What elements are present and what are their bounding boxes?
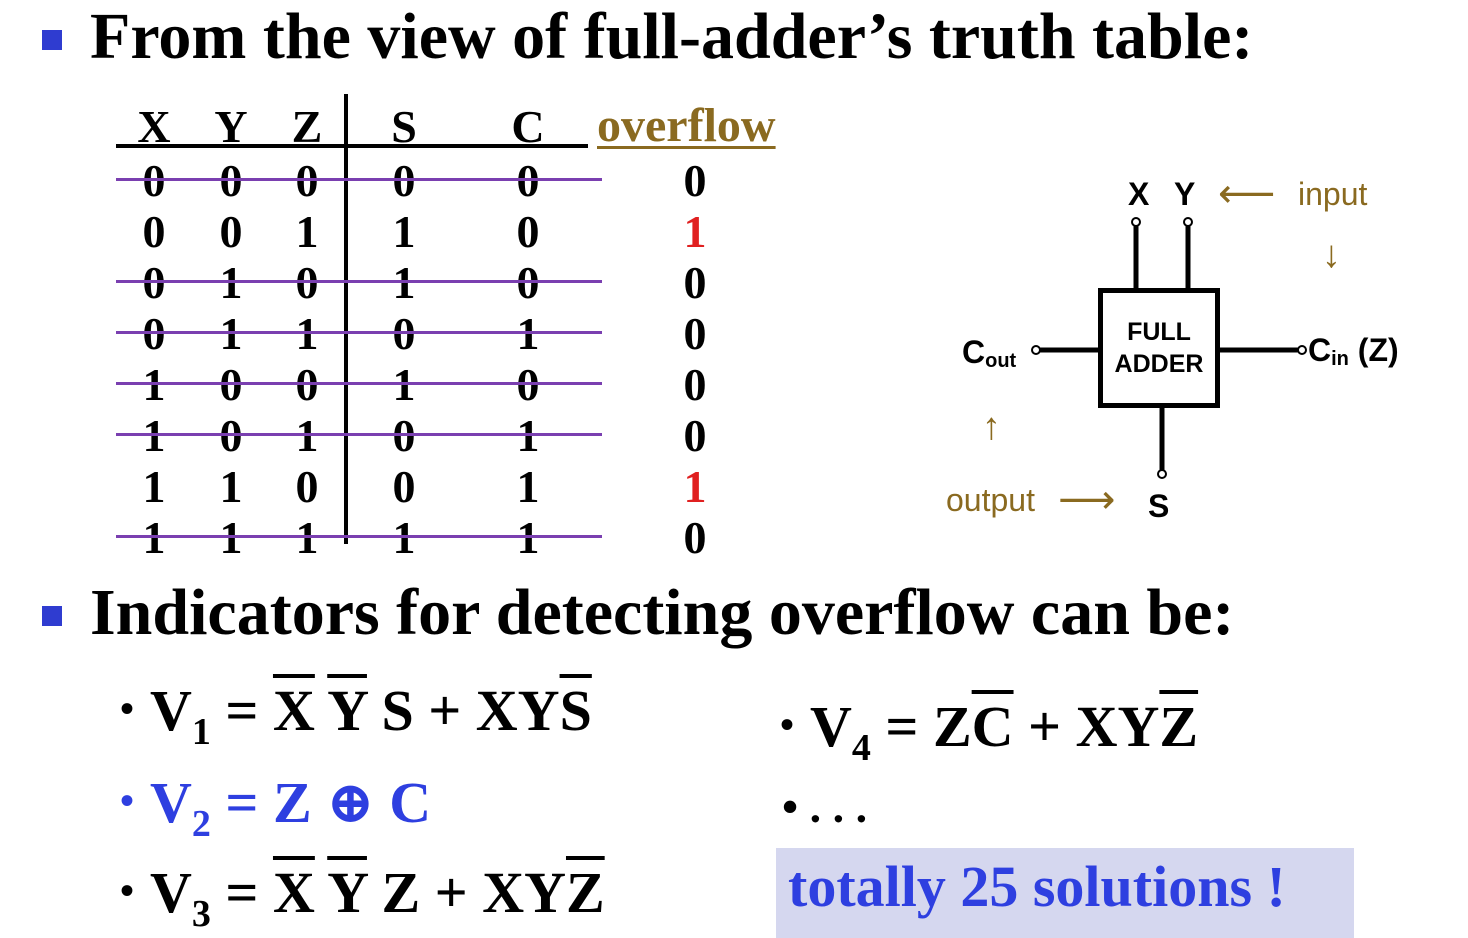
table-cell: 0: [142, 206, 166, 257]
input-left-arrow-icon: ⟵: [1218, 172, 1276, 216]
bullet-dot-icon: •: [120, 778, 135, 823]
x-input-terminal: [1131, 217, 1141, 227]
overflow-cell: 0: [683, 257, 707, 308]
overflow-cell: 1: [683, 206, 707, 257]
table-cell: 0: [516, 206, 540, 257]
output-up-arrow-icon: ↑: [982, 406, 1001, 448]
box-label-adder: ADDER: [1114, 350, 1204, 378]
formula-ellipsis: • . . .: [782, 781, 868, 832]
bullet-dot-icon: •: [120, 868, 135, 913]
output-label: output: [946, 482, 1035, 518]
output-right-arrow-icon: ⟶: [1058, 478, 1116, 522]
table-cell: 1: [295, 206, 319, 257]
col-header-z: Z: [291, 101, 323, 152]
row-strikethrough: [116, 280, 602, 283]
heading-truth-table: From the view of full-adder’s truth tabl…: [42, 4, 1253, 70]
row-strikethrough: [116, 535, 602, 538]
column-divider: [344, 94, 348, 544]
col-header-y: Y: [214, 101, 248, 152]
y-input-label: Y: [1174, 176, 1196, 212]
overflow-cell: 0: [683, 359, 707, 410]
full-adder-box: FULL ADDER: [1098, 288, 1220, 408]
heading-truth-table-text: From the view of full-adder’s truth tabl…: [90, 0, 1254, 73]
table-cell: 1: [142, 461, 166, 512]
solutions-note-box: [776, 848, 1354, 938]
row-strikethrough: [116, 178, 602, 181]
bullet-dot-icon: •: [780, 702, 795, 747]
table-cell: 1: [392, 206, 416, 257]
table-cell: 0: [219, 206, 243, 257]
bullet-dot-icon: •: [120, 686, 135, 731]
sum-terminal: [1157, 469, 1167, 479]
square-bullet-icon: [42, 30, 62, 50]
cout-terminal: [1031, 345, 1041, 355]
table-cell: 0: [295, 461, 319, 512]
x-input-label: X: [1128, 176, 1150, 212]
row-strikethrough: [116, 433, 602, 436]
heading-overflow-indicators: Indicators for detecting overflow can be…: [42, 580, 1234, 646]
header-rule: [116, 144, 588, 148]
input-down-arrow-icon: ↓: [1322, 234, 1341, 276]
formula-v1: • V1 = X Y S + XYS: [120, 678, 592, 753]
cin-label: Cin (Z): [1308, 332, 1399, 370]
table-cell: 0: [392, 461, 416, 512]
overflow-cell: 0: [683, 155, 707, 206]
heading-overflow-indicators-text: Indicators for detecting overflow can be…: [90, 576, 1235, 649]
overflow-cell: 0: [683, 308, 707, 359]
col-header-x: X: [137, 101, 171, 152]
row-strikethrough: [116, 382, 602, 385]
cin-terminal: [1297, 345, 1307, 355]
table-cell: 1: [219, 461, 243, 512]
formula-v2: • V2 = Z ⊕ C: [120, 770, 432, 845]
row-strikethrough: [116, 331, 602, 334]
sum-output-label: S: [1148, 488, 1170, 524]
solutions-note: totally 25 solutions !: [788, 854, 1286, 919]
cout-label: Cout: [962, 334, 1017, 372]
box-label-full: FULL: [1127, 317, 1191, 346]
table-cell: 1: [516, 461, 540, 512]
formula-v4: • V4 = ZC + XYZ: [780, 694, 1199, 769]
overflow-cell: 0: [683, 410, 707, 461]
col-header-s: S: [391, 101, 417, 152]
overflow-cell: 0: [683, 512, 707, 563]
col-header-c: C: [511, 101, 545, 152]
y-input-terminal: [1183, 217, 1193, 227]
square-bullet-icon: [42, 606, 62, 626]
overflow-header: overflow: [597, 99, 776, 152]
formula-v3: • V3 = X Y Z + XYZ: [120, 860, 605, 935]
overflow-cell: 1: [683, 461, 707, 512]
input-label: input: [1298, 176, 1368, 212]
